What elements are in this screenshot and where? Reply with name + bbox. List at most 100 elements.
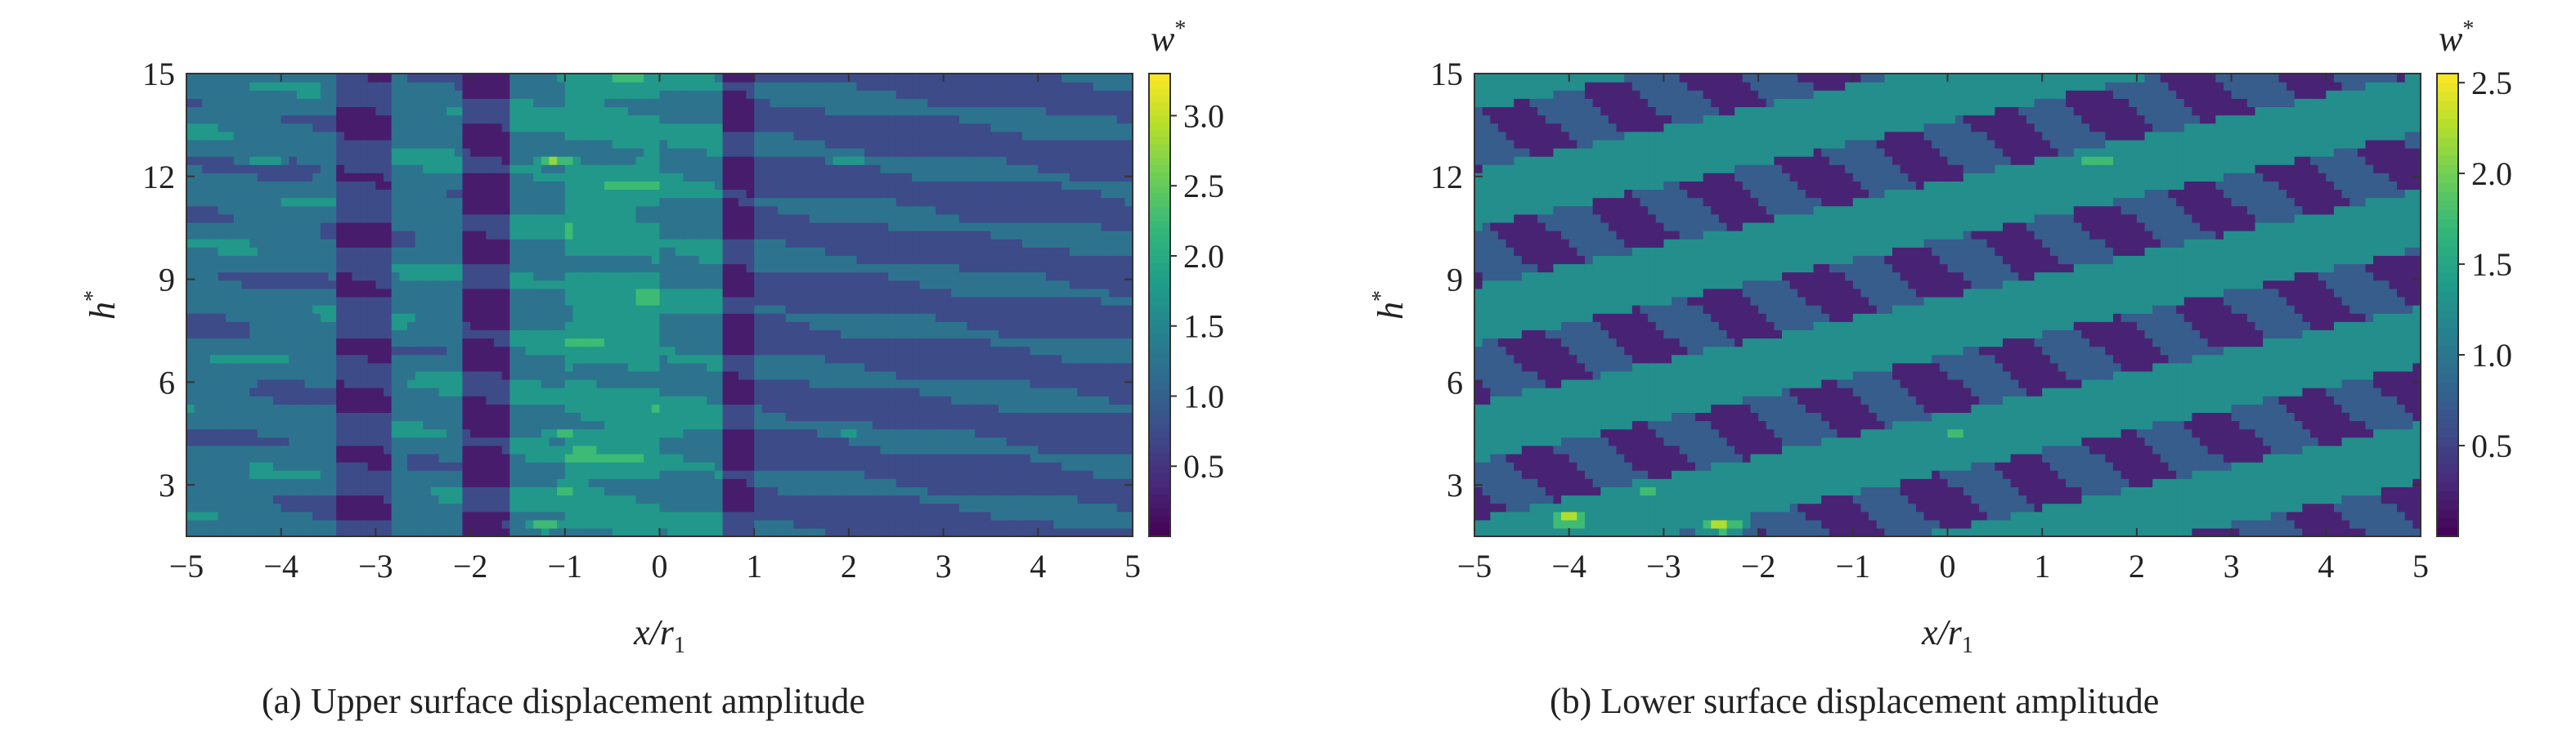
heatmap-cell: [746, 404, 755, 413]
heatmap-cell: [683, 412, 692, 422]
heatmap-cell: [895, 478, 904, 487]
heatmap-cell: [454, 453, 464, 463]
heatmap-cell: [312, 321, 321, 330]
heatmap-cell: [604, 305, 613, 314]
heatmap-cell: [1109, 362, 1118, 372]
heatmap-cell: [328, 370, 337, 380]
heatmap-cell: [1124, 255, 1133, 265]
heatmap-cell: [1116, 362, 1125, 372]
heatmap-cell: [832, 205, 841, 215]
heatmap-cell: [856, 305, 865, 314]
heatmap-cell: [462, 263, 471, 273]
heatmap-cell: [880, 222, 889, 231]
heatmap-cell: [801, 346, 810, 356]
heatmap-cell: [967, 420, 976, 430]
heatmap-cell: [707, 231, 716, 240]
heatmap-cell: [872, 478, 882, 487]
heatmap-cell: [627, 470, 637, 479]
heatmap-cell: [778, 321, 787, 330]
heatmap-cell: [730, 412, 739, 422]
heatmap-cell: [1045, 197, 1055, 207]
heatmap-cell: [415, 503, 424, 513]
heatmap-cell: [1077, 354, 1086, 364]
heatmap-cell: [218, 462, 227, 471]
heatmap-cell: [872, 462, 882, 471]
heatmap-cell: [746, 362, 755, 372]
heatmap-cell: [336, 296, 345, 306]
heatmap-cell: [1006, 321, 1015, 330]
heatmap-cell: [675, 239, 684, 248]
heatmap-cell: [280, 213, 289, 223]
heatmap-cell: [880, 503, 889, 513]
heatmap-cell: [848, 263, 858, 273]
heatmap-cell: [352, 213, 361, 223]
heatmap-cell: [856, 239, 865, 248]
heatmap-cell: [218, 197, 227, 207]
heatmap-cell: [541, 205, 550, 215]
heatmap-cell: [1077, 511, 1086, 521]
heatmap-cell: [572, 247, 581, 256]
heatmap-cell: [612, 321, 621, 330]
heatmap-cell: [486, 462, 495, 471]
heatmap-cell: [659, 239, 668, 248]
heatmap-cell: [824, 263, 834, 273]
heatmap-cell: [470, 296, 479, 306]
heatmap-cell: [581, 305, 590, 314]
heatmap-cell: [714, 239, 724, 248]
heatmap-cell: [848, 445, 858, 455]
heatmap-cell: [778, 197, 787, 207]
heatmap-cell: [778, 346, 787, 356]
heatmap-cell: [1006, 329, 1015, 339]
heatmap-cell: [549, 388, 558, 397]
heatmap-cell: [848, 527, 858, 537]
heatmap-cell: [809, 420, 818, 430]
heatmap-cell: [360, 511, 369, 521]
heatmap-cell: [888, 288, 897, 298]
heatmap-cell: [951, 527, 960, 537]
heatmap-cell: [470, 527, 479, 537]
heatmap-cell: [1077, 396, 1086, 405]
heatmap-cell: [596, 486, 605, 496]
heatmap-cell: [707, 445, 716, 455]
heatmap-cell: [635, 527, 644, 537]
heatmap-cell: [375, 231, 384, 240]
heatmap-cell: [967, 428, 976, 438]
heatmap-cell: [912, 354, 921, 364]
heatmap-cell: [336, 388, 345, 397]
heatmap-cell: [604, 396, 613, 405]
heatmap-cell: [581, 296, 590, 306]
heatmap-cell: [683, 239, 692, 248]
heatmap-cell: [447, 445, 456, 455]
heatmap-cell: [1093, 527, 1102, 537]
heatmap-cell: [785, 527, 795, 537]
heatmap-cell: [951, 437, 960, 446]
heatmap-cell: [1061, 511, 1070, 521]
heatmap-cell: [738, 239, 747, 248]
heatmap-cell: [541, 486, 550, 496]
heatmap-cell: [809, 313, 818, 322]
heatmap-cell: [462, 362, 471, 372]
heatmap-cell: [581, 346, 590, 356]
heatmap-cell: [296, 495, 306, 504]
heatmap-cell: [888, 222, 897, 231]
heatmap-cell: [406, 329, 416, 339]
heatmap-cell: [423, 338, 432, 347]
heatmap-cell: [683, 370, 692, 380]
heatmap-cell: [1109, 296, 1118, 306]
heatmap-cell: [975, 370, 984, 380]
heatmap-cell: [486, 420, 495, 430]
heatmap-cell: [904, 519, 913, 529]
heatmap-cell: [675, 329, 684, 339]
heatmap-cell: [1085, 527, 1094, 537]
heatmap-cell: [415, 462, 424, 471]
heatmap-cell: [438, 247, 447, 256]
heatmap-cell: [257, 239, 267, 248]
heatmap-cell: [218, 263, 227, 273]
heatmap-cell: [770, 271, 779, 281]
heatmap-cell: [817, 362, 826, 372]
heatmap-cell: [454, 205, 464, 215]
heatmap-cell: [486, 197, 495, 207]
heatmap-cell: [770, 321, 779, 330]
heatmap-cell: [438, 329, 447, 339]
heatmap-cell: [730, 486, 739, 496]
